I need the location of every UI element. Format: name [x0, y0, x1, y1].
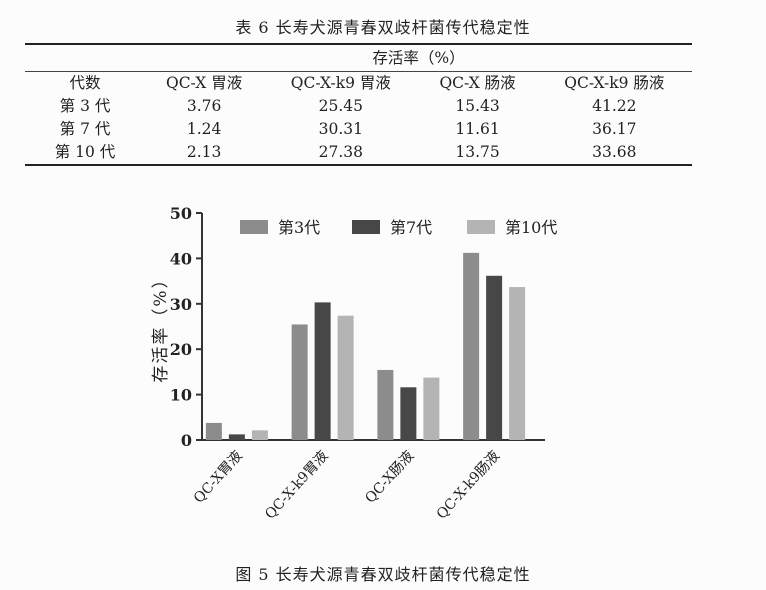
- table-header-row: 代数 QC-X 胃液 QC-X-k9 胃液 QC-X 肠液 QC-X-k9 肠液: [25, 71, 692, 95]
- bar: [509, 287, 526, 440]
- table-cell: 25.45: [318, 97, 364, 115]
- legend-label: 第3代: [278, 218, 320, 237]
- bar: [486, 275, 503, 440]
- bar: [228, 434, 245, 440]
- survival-bar-chart: 0 10 20 30 40 50 存活率（%） QC-X胃液 QC-X-k9胃液 QC-X肠液 QC…: [151, 204, 557, 523]
- table-row: 第 10 代 2.13 27.38 13.75 33.68: [25, 141, 692, 166]
- y-tick-label: 10: [170, 386, 192, 405]
- table-cell: 3.76: [186, 97, 222, 115]
- table-cell: 第 10 代: [25, 141, 145, 166]
- table-caption: 表 6 长寿犬源青春双歧杆菌传代稳定性: [235, 18, 531, 37]
- bar: [205, 422, 222, 440]
- survival-table: 存活率（%） 代数 QC-X 胃液 QC-X-k9 胃液 QC-X 肠液 QC-…: [25, 43, 692, 166]
- legend-label: 第7代: [390, 218, 432, 237]
- table-cell: 41.22: [592, 97, 637, 115]
- y-tick-label: 30: [170, 295, 192, 314]
- table-header-cell: QC-X-k9 肠液: [536, 71, 692, 95]
- table-cell: 第 3 代: [59, 97, 111, 115]
- y-tick-label: 0: [181, 431, 192, 450]
- table-cell: 15.43: [455, 97, 500, 115]
- table-cell: 第 7 代: [59, 120, 111, 138]
- table-header-cell: QC-X-k9 胃液: [263, 71, 419, 95]
- bar: [291, 324, 308, 440]
- y-axis-label: 存活率（%）: [151, 269, 171, 382]
- table-header-cell: QC-X 胃液: [145, 71, 264, 95]
- bar: [337, 315, 354, 440]
- table-cell: 30.31: [318, 120, 364, 138]
- x-tick-label: QC-X胃液: [191, 448, 246, 507]
- bar: [423, 377, 440, 440]
- bar: [314, 302, 331, 440]
- table-super-header-row: 存活率（%）: [25, 43, 692, 72]
- legend-swatch: [240, 220, 268, 234]
- legend-swatch: [467, 220, 495, 234]
- table-cell: 33.68: [536, 141, 692, 166]
- table-cell: [25, 43, 145, 72]
- x-tick-label: QC-X-k9肠液: [434, 448, 503, 523]
- figure-caption: 图 5 长寿犬源青春双歧杆菌传代稳定性: [235, 565, 531, 584]
- table-row: 第 3 代 3.76 25.45 15.43 41.22: [25, 95, 692, 118]
- bar: [400, 387, 417, 440]
- bar: [377, 369, 394, 440]
- y-tick-label: 40: [170, 249, 192, 268]
- bar: [463, 252, 480, 440]
- y-tick-label: 20: [170, 340, 192, 359]
- legend-swatch: [352, 220, 380, 234]
- table-cell: 13.75: [418, 141, 537, 166]
- table-row: 第 7 代 1.24 30.31 11.61 36.17: [25, 118, 692, 141]
- x-tick-label: QC-X肠液: [362, 448, 417, 507]
- table-cell: 27.38: [263, 141, 419, 166]
- table-cell: 1.24: [186, 120, 222, 138]
- table-super-header: 存活率（%）: [145, 43, 692, 72]
- table-cell: 36.17: [592, 120, 637, 138]
- y-tick-label: 50: [170, 204, 192, 223]
- table-cell: 2.13: [145, 141, 264, 166]
- table-header-cell: QC-X 肠液: [418, 71, 537, 95]
- bar: [251, 430, 268, 440]
- table-cell: 11.61: [455, 120, 500, 138]
- legend-label: 第10代: [505, 218, 557, 237]
- table-header-cell: 代数: [25, 71, 145, 95]
- x-tick-label: QC-X-k9胃液: [262, 448, 331, 523]
